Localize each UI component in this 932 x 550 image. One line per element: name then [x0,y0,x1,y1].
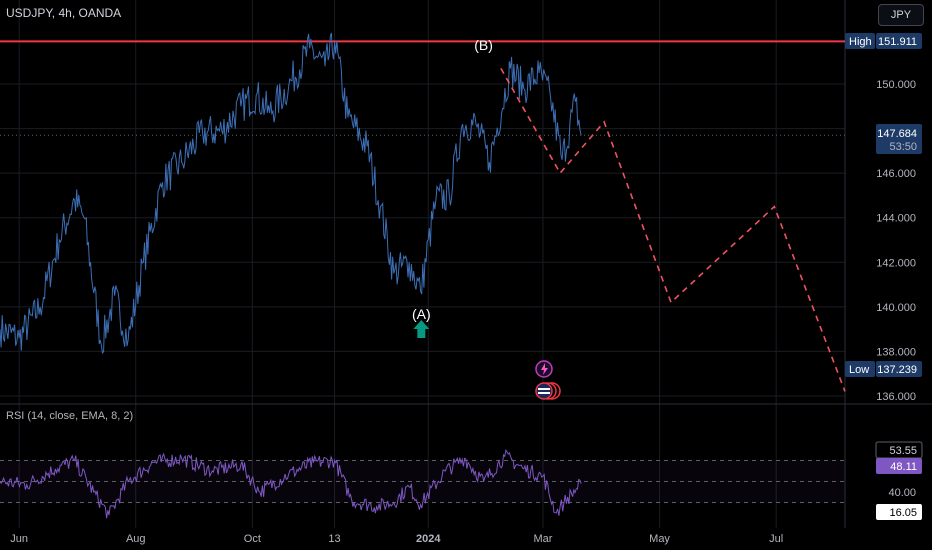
lightning-bolt-icon [541,363,548,375]
y-tick-label: 140.000 [876,302,916,314]
rsi-series [0,448,582,519]
symbol-title[interactable]: USDJPY, 4h, OANDA [6,6,122,20]
rsi-lower-tag: 16.05 [889,507,917,519]
y-tick-label: 142.000 [876,257,916,269]
x-tick-label: Mar [533,533,552,545]
projection-path [500,68,846,392]
x-tick-label: Jun [10,533,28,545]
high-label-tag-bg [845,33,875,49]
x-tick-label: 13 [328,533,340,545]
rsi-bands [0,460,845,503]
x-axis: Jun Aug Oct 13 2024 Mar May Jul [10,533,783,545]
rsi-band-fill [0,460,845,503]
currency-button[interactable]: JPY [878,4,924,26]
rsi-lower-tag-bg [876,504,922,520]
flag-stripe [538,392,550,394]
y-axis: 136.000 138.000 140.000 142.000 144.000 146.0… [876,79,916,403]
rsi-upper-tag: 53.55 [889,445,917,457]
x-tick-label: Aug [126,533,146,545]
y-tick-label: 144.000 [876,213,916,225]
y-tick-label: 146.000 [876,168,916,180]
rsi-tick-label: 40.00 [888,487,916,499]
high-value-tag-bg [876,33,922,49]
x-tick-label: Jul [769,533,783,545]
pane-separator [0,0,932,528]
rsi-title[interactable]: RSI (14, close, EMA, 8, 2) [6,410,134,422]
y-tick-label: 136.000 [876,391,916,403]
low-value-tag-bg [876,361,922,377]
us-flag-icon [535,382,553,400]
x-tick-label: May [649,533,670,545]
x-tick-label: Oct [244,533,261,545]
annotation-marks: (A) (B) [412,37,561,400]
rsi-upper-tag-bg [876,442,922,458]
y-tick-label: 138.000 [876,346,916,358]
low-value-tag: 137.239 [877,364,917,376]
current-price-tag: 147.684 [877,128,917,140]
x-tick-label: 2024 [416,533,441,545]
projection-series [500,68,846,392]
low-label-tag: Low [849,364,869,376]
countdown-tag: 53:50 [889,141,917,153]
wave-a-label: (A) [412,306,431,322]
rsi-line [0,448,582,519]
rsi-value-tag: 48.11 [890,461,917,473]
high-value-tag: 151.911 [878,36,917,48]
high-label-tag: High [849,36,872,48]
y-tick-label: 150.000 [876,79,916,91]
wave-b-label: (B) [474,37,493,53]
price-line [0,32,582,355]
low-label-tag-bg [845,361,875,377]
price-series [0,32,582,355]
flag-stripe [538,388,550,390]
rsi-value-tag-bg [876,458,922,474]
buy-arrow-icon [413,320,430,338]
current-price-bg [876,124,922,154]
